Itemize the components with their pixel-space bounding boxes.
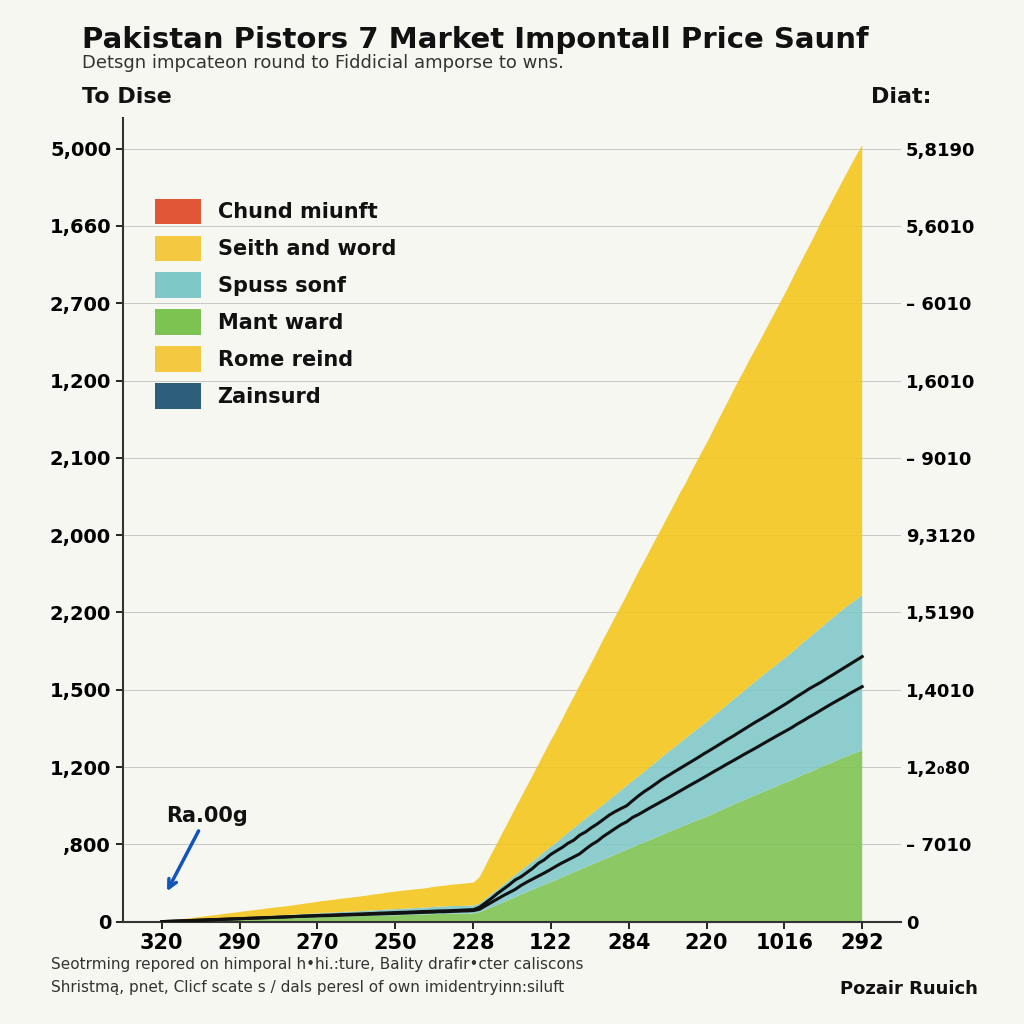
Text: Ra.00g: Ra.00g	[166, 806, 248, 888]
Text: Pozair Ruuich: Pozair Ruuich	[840, 980, 978, 998]
Text: Diat:: Diat:	[871, 87, 932, 108]
Text: Shristmą, pnet, Clicf scate s / dals peresl of own imidentryinn:siluft: Shristmą, pnet, Clicf scate s / dals per…	[51, 980, 564, 995]
Text: To Dise: To Dise	[82, 87, 172, 108]
Text: Seotrming repored on himporal h•hi.:ture, Bality drafir•cter caliscons: Seotrming repored on himporal h•hi.:ture…	[51, 957, 584, 973]
Text: Detsgn impcateon round to Fiddicial amporse to wns.: Detsgn impcateon round to Fiddicial ampo…	[82, 54, 564, 73]
Text: Pakistan Pistors 7 Market Impontall Price Saunf: Pakistan Pistors 7 Market Impontall Pric…	[82, 26, 868, 53]
Legend: Chund miunft, Seith and word, Spuss sonf, Mant ward, Rome reind, Zainsurd: Chund miunft, Seith and word, Spuss sonf…	[148, 193, 402, 415]
